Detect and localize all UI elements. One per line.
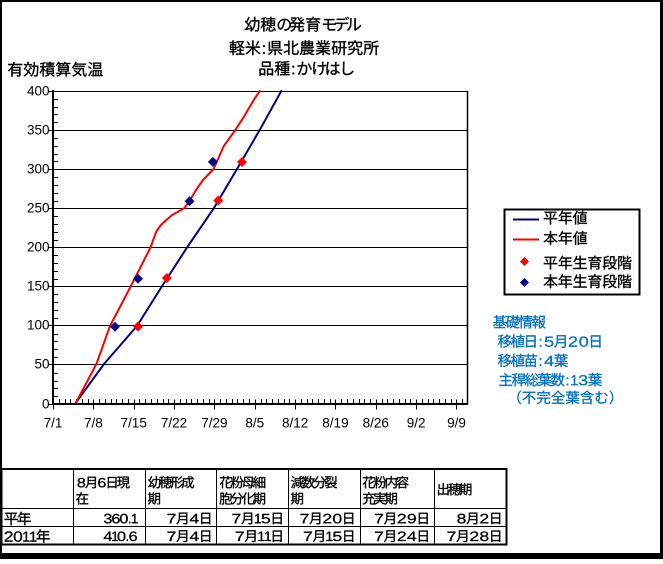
svg-text:0: 0 bbox=[42, 397, 50, 412]
svg-text:7/1: 7/1 bbox=[44, 416, 63, 431]
svg-text:250: 250 bbox=[27, 201, 50, 216]
svg-text:100: 100 bbox=[27, 318, 50, 333]
svg-text:300: 300 bbox=[27, 162, 50, 177]
svg-text:8/26: 8/26 bbox=[363, 416, 389, 431]
svg-text:400: 400 bbox=[27, 84, 50, 99]
svg-text:7/29: 7/29 bbox=[201, 416, 227, 431]
svg-text:150: 150 bbox=[27, 279, 50, 294]
svg-text:7/22: 7/22 bbox=[161, 416, 187, 431]
svg-text:7/15: 7/15 bbox=[121, 416, 147, 431]
svg-text:9/2: 9/2 bbox=[407, 416, 426, 431]
svg-text:200: 200 bbox=[27, 240, 50, 255]
svg-text:8/5: 8/5 bbox=[245, 416, 264, 431]
svg-text:7/8: 7/8 bbox=[84, 416, 103, 431]
svg-text:350: 350 bbox=[27, 123, 50, 138]
svg-text:8/19: 8/19 bbox=[322, 416, 348, 431]
svg-text:50: 50 bbox=[34, 357, 49, 372]
svg-text:8/12: 8/12 bbox=[282, 416, 308, 431]
svg-text:9/9: 9/9 bbox=[447, 416, 466, 431]
